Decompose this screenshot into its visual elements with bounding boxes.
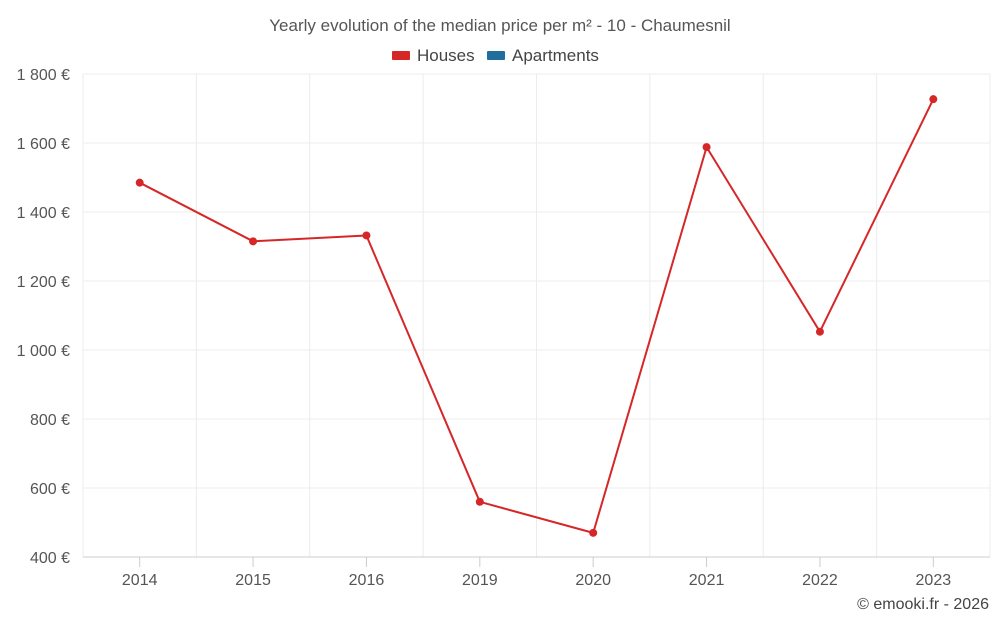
legend-label-apartments: Apartments — [512, 46, 599, 65]
data-point-houses-2021 — [702, 143, 711, 152]
data-point-houses-2022 — [815, 327, 824, 336]
x-tick-label: 2023 — [916, 572, 952, 589]
data-point-houses-2014 — [135, 178, 144, 187]
credit-text: © emooki.fr - 2026 — [857, 596, 989, 613]
data-point-houses-2015 — [249, 237, 258, 246]
legend-swatch-houses — [392, 51, 410, 60]
x-tick-label: 2014 — [122, 572, 158, 589]
data-point-houses-2019 — [475, 497, 484, 506]
legend-label-houses: Houses — [417, 46, 475, 65]
x-tick-label: 2019 — [462, 572, 498, 589]
y-tick-label: 800 € — [30, 412, 70, 429]
legend-swatch-apartments — [487, 51, 505, 60]
data-point-houses-2020 — [589, 528, 598, 537]
y-axis: 400 € 600 € 800 € 1 000 € 1 200 € 1 400 € 1 60… — [17, 67, 70, 567]
y-tick-label: 1 600 € — [17, 136, 70, 153]
x-axis: 2014 2015 2016 2019 2020 2021 2022 2023 — [83, 556, 990, 589]
y-tick-label: 1 800 € — [17, 67, 70, 84]
legend: Houses Apartments — [392, 46, 599, 65]
y-tick-label: 600 € — [30, 481, 70, 498]
data-point-houses-2023 — [929, 95, 938, 104]
x-tick-label: 2016 — [349, 572, 385, 589]
y-tick-label: 1 000 € — [17, 343, 70, 360]
chart-title: Yearly evolution of the median price per… — [269, 16, 730, 35]
y-tick-label: 1 200 € — [17, 274, 70, 291]
grid — [82, 73, 991, 557]
series-line-houses — [139, 98, 935, 534]
y-tick-label: 400 € — [30, 550, 70, 567]
y-tick-label: 1 400 € — [17, 205, 70, 222]
x-tick-label: 2021 — [689, 572, 725, 589]
x-tick-label: 2022 — [802, 572, 838, 589]
x-tick-label: 2015 — [235, 572, 271, 589]
data-point-houses-2016 — [362, 231, 371, 240]
x-tick-label: 2020 — [575, 572, 611, 589]
series-layer — [135, 95, 938, 537]
